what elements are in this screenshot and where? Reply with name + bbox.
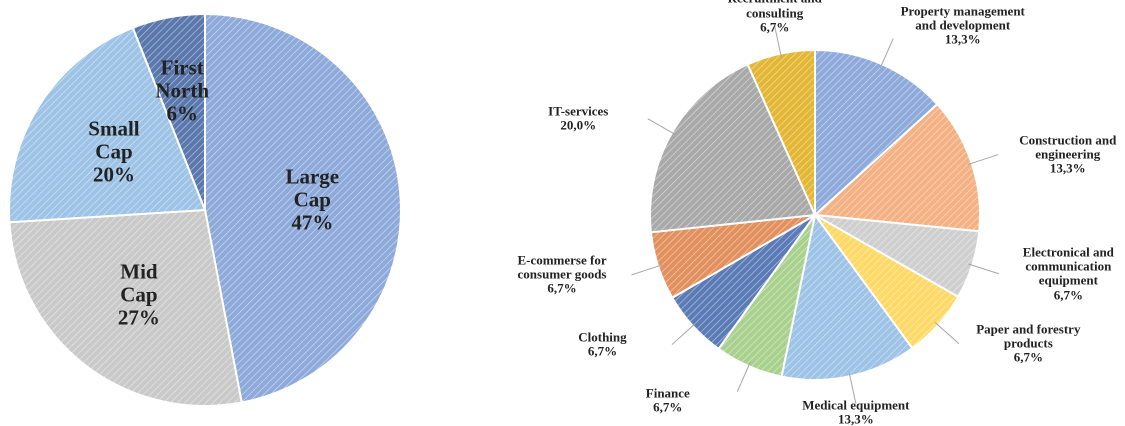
leader-line — [774, 26, 782, 58]
category-name: First North — [155, 54, 210, 103]
value-label: 6% — [166, 101, 198, 126]
leader-line — [848, 372, 857, 404]
category-name: Medical equipment — [802, 396, 910, 412]
pie-slice — [204, 12, 402, 404]
leader-line — [879, 38, 894, 69]
category-name: Construction and engineering — [1019, 132, 1117, 162]
category-name: Property management and development — [900, 3, 1025, 33]
value-label: 27% — [117, 305, 160, 330]
slice-label: Electronical and communication equipment… — [1001, 244, 1125, 302]
slice-label: Finance 6,7% — [600, 384, 735, 415]
value-label: 6,7% — [587, 343, 618, 359]
leader-line — [736, 362, 751, 392]
value-label: 6,7% — [1053, 287, 1083, 302]
category-name: Electronical and communication equipment — [1022, 244, 1114, 288]
leader-line — [934, 321, 960, 345]
slice-label: Medical equipment 13,3% — [788, 396, 923, 426]
category-name: Small Cap — [88, 116, 140, 164]
value-label: 13,3% — [1049, 160, 1086, 176]
category-name: IT-services — [548, 103, 609, 119]
leader-line — [968, 263, 1000, 275]
slice-label: Property management and development 13,3% — [895, 4, 1030, 47]
pie-slice — [8, 208, 243, 407]
category-name: Paper and forestry products — [976, 321, 1081, 351]
category-name: E-commerse for consumer goods — [517, 252, 607, 282]
category-name: Large Cap — [285, 164, 340, 212]
slice-label: IT-services 20,0% — [511, 104, 646, 133]
slice-label: Large Cap 47% — [277, 165, 347, 234]
value-label: 47% — [291, 210, 334, 235]
value-label: 6,7% — [653, 399, 683, 415]
category-name: Finance — [645, 384, 690, 400]
value-label: 20,0% — [560, 117, 597, 133]
slice-label: Clothing 6,7% — [535, 329, 670, 359]
slice-label: E-commerse for consumer goods 6,7% — [495, 253, 630, 296]
category-name: Mid Cap — [120, 259, 158, 307]
leader-line — [671, 322, 697, 345]
category-name: Recruitment and consulting — [728, 0, 822, 21]
pie-slice — [131, 12, 206, 211]
value-label: 6,7% — [547, 281, 577, 297]
value-label: 13,3% — [944, 31, 981, 47]
slice-label: Construction and engineering 13,3% — [1000, 133, 1125, 176]
leader-line — [631, 264, 663, 276]
value-label: 6,7% — [1013, 349, 1043, 365]
leader-line — [647, 118, 676, 136]
category-name: Clothing — [578, 329, 627, 345]
value-label: 6,7% — [760, 19, 790, 35]
slice-label: First North 6% — [147, 54, 217, 126]
leader-line — [967, 154, 999, 166]
value-label: 20% — [92, 162, 135, 187]
slice-label: Mid Cap 27% — [104, 259, 174, 330]
pie-slice — [8, 26, 207, 224]
slice-label: Paper and forestry products 6,7% — [961, 322, 1096, 365]
value-label: 13,3% — [838, 411, 874, 426]
slice-label: Small Cap 20% — [79, 116, 149, 187]
